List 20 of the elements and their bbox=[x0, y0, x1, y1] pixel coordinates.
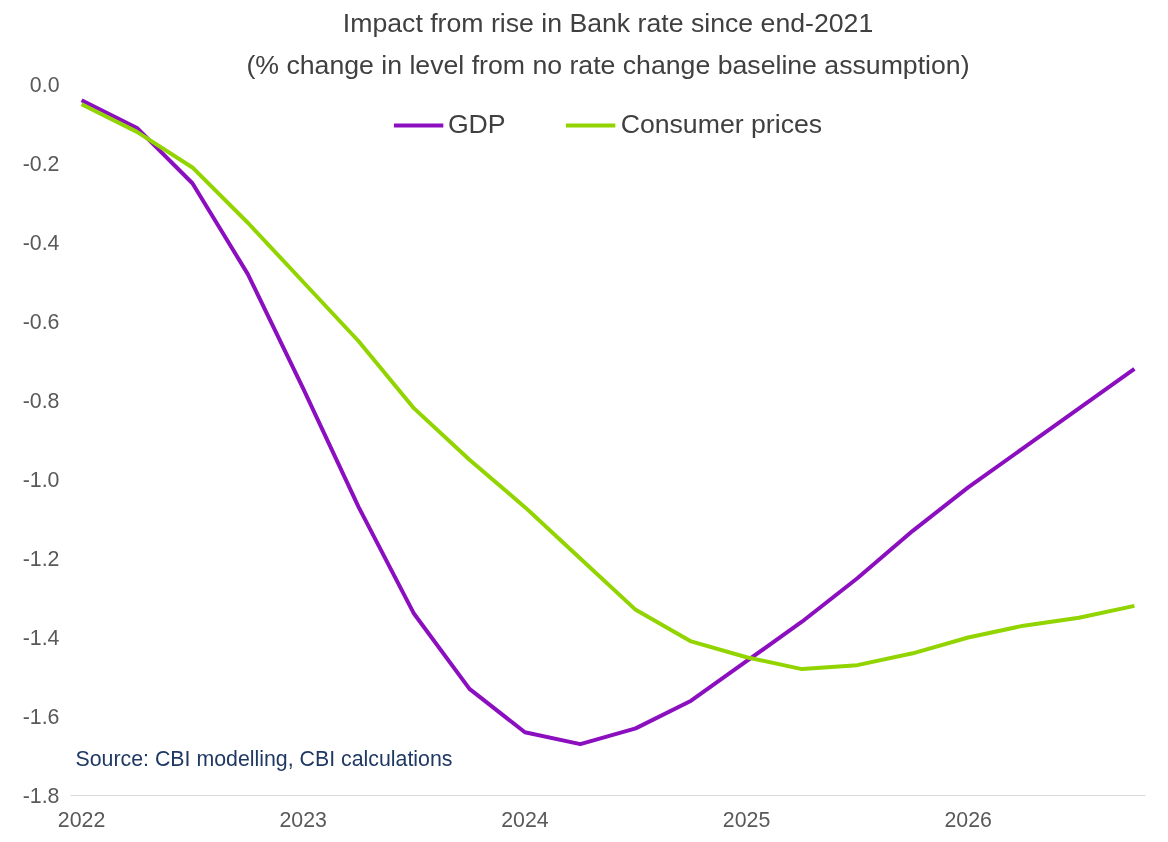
x-tick-label: 2025 bbox=[722, 807, 771, 832]
y-tick-label: -0.8 bbox=[22, 389, 60, 413]
y-tick-label: 0.0 bbox=[29, 73, 60, 97]
x-tick-label: 2022 bbox=[57, 807, 106, 832]
chart-title: Impact from rise in Bank rate since end-2021 bbox=[342, 7, 874, 38]
annotation: Source: CBI modelling, CBI calculations bbox=[75, 746, 453, 771]
y-tick-label: -0.2 bbox=[22, 152, 60, 176]
chart-subtitle: (% change in level from no rate change baseline assumption) bbox=[246, 49, 970, 80]
y-tick-label: -1.2 bbox=[22, 547, 60, 571]
y-tick-label: -0.4 bbox=[22, 231, 60, 255]
x-tick-label: 2024 bbox=[501, 807, 549, 832]
legend-label: GDP bbox=[447, 109, 506, 140]
y-tick-label: -1.8 bbox=[22, 784, 60, 808]
x-tick-label: 2026 bbox=[944, 807, 992, 832]
x-tick-label: 2023 bbox=[279, 807, 327, 832]
y-tick-label: -1.0 bbox=[22, 468, 60, 492]
legend-label: Consumer prices bbox=[620, 109, 823, 140]
y-tick-label: -1.6 bbox=[22, 705, 60, 729]
y-tick-label: -1.4 bbox=[22, 626, 60, 650]
y-tick-label: -0.6 bbox=[22, 310, 60, 334]
